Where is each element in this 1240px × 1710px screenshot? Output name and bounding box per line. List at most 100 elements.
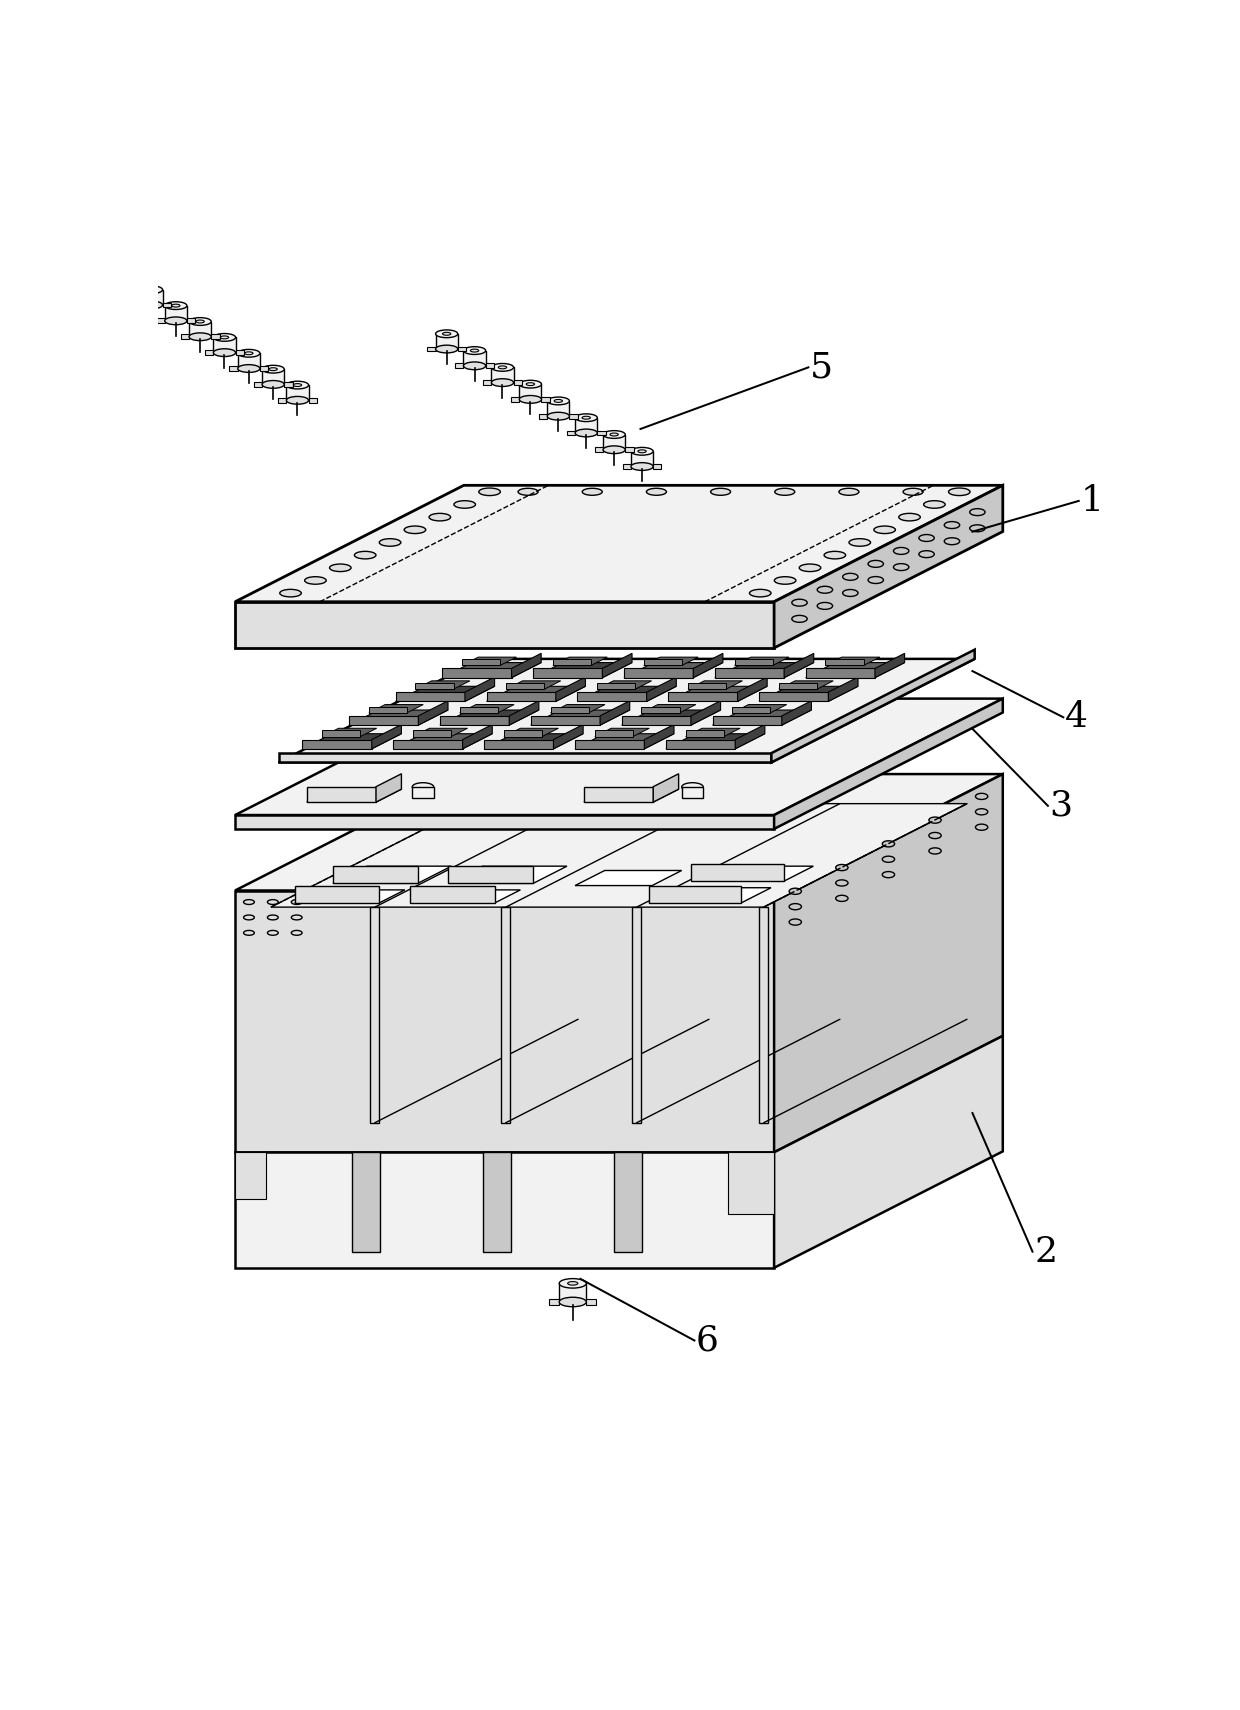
Polygon shape: [162, 303, 171, 308]
Polygon shape: [484, 1153, 511, 1252]
Ellipse shape: [949, 487, 970, 496]
Ellipse shape: [244, 352, 253, 354]
Polygon shape: [649, 887, 771, 903]
Polygon shape: [520, 385, 542, 400]
Ellipse shape: [238, 349, 260, 357]
Ellipse shape: [188, 318, 211, 325]
Polygon shape: [449, 867, 533, 884]
Ellipse shape: [945, 522, 960, 528]
Polygon shape: [692, 864, 784, 881]
Ellipse shape: [188, 333, 211, 340]
Ellipse shape: [547, 412, 569, 421]
Polygon shape: [510, 701, 539, 725]
Ellipse shape: [238, 364, 260, 373]
Ellipse shape: [883, 857, 894, 862]
Polygon shape: [653, 463, 661, 469]
Polygon shape: [603, 434, 625, 450]
Polygon shape: [728, 1153, 774, 1214]
Polygon shape: [413, 728, 467, 737]
Polygon shape: [213, 337, 236, 352]
Ellipse shape: [547, 397, 569, 405]
Polygon shape: [236, 351, 244, 356]
Polygon shape: [556, 677, 585, 701]
Polygon shape: [156, 318, 165, 323]
Ellipse shape: [148, 289, 156, 291]
Polygon shape: [181, 335, 188, 339]
Polygon shape: [236, 699, 1003, 816]
Polygon shape: [332, 867, 451, 884]
Polygon shape: [491, 368, 513, 383]
Ellipse shape: [919, 551, 934, 557]
Polygon shape: [632, 906, 641, 1123]
Polygon shape: [624, 669, 693, 677]
Polygon shape: [503, 730, 542, 737]
Polygon shape: [236, 486, 1003, 602]
Ellipse shape: [583, 489, 603, 496]
Polygon shape: [549, 1300, 559, 1305]
Polygon shape: [371, 906, 379, 1123]
Ellipse shape: [868, 576, 883, 583]
Polygon shape: [734, 660, 773, 665]
Polygon shape: [236, 775, 1003, 891]
Polygon shape: [528, 696, 554, 725]
Polygon shape: [553, 660, 591, 665]
Ellipse shape: [800, 564, 821, 571]
Polygon shape: [598, 682, 635, 689]
Polygon shape: [828, 677, 858, 701]
Polygon shape: [322, 728, 377, 737]
Ellipse shape: [268, 930, 278, 935]
Polygon shape: [284, 381, 293, 386]
Polygon shape: [559, 1282, 587, 1301]
Polygon shape: [352, 1153, 379, 1252]
Polygon shape: [513, 380, 522, 385]
Polygon shape: [774, 486, 1003, 648]
Ellipse shape: [843, 590, 858, 597]
Polygon shape: [295, 889, 405, 903]
Ellipse shape: [262, 366, 284, 373]
Polygon shape: [547, 400, 569, 416]
Polygon shape: [734, 657, 789, 665]
Polygon shape: [595, 730, 632, 737]
Ellipse shape: [711, 489, 730, 496]
Polygon shape: [460, 705, 515, 713]
Ellipse shape: [280, 590, 301, 597]
Polygon shape: [713, 710, 811, 725]
Polygon shape: [463, 725, 492, 749]
Ellipse shape: [291, 915, 303, 920]
Ellipse shape: [924, 501, 945, 508]
Ellipse shape: [520, 395, 542, 404]
Polygon shape: [781, 701, 811, 725]
Ellipse shape: [412, 783, 434, 792]
Ellipse shape: [268, 899, 278, 905]
Polygon shape: [463, 660, 500, 665]
Ellipse shape: [243, 915, 254, 920]
Ellipse shape: [899, 513, 920, 522]
Ellipse shape: [479, 487, 501, 496]
Ellipse shape: [379, 539, 401, 545]
Ellipse shape: [520, 380, 542, 388]
Ellipse shape: [970, 508, 985, 516]
Ellipse shape: [883, 872, 894, 877]
Text: 3: 3: [1049, 788, 1073, 823]
Polygon shape: [714, 669, 784, 677]
Polygon shape: [733, 706, 770, 713]
Ellipse shape: [919, 535, 934, 542]
Ellipse shape: [789, 918, 801, 925]
Ellipse shape: [165, 316, 187, 325]
Polygon shape: [567, 431, 575, 436]
Polygon shape: [140, 289, 162, 304]
Polygon shape: [393, 740, 463, 749]
Ellipse shape: [123, 272, 131, 275]
Polygon shape: [653, 773, 678, 802]
Polygon shape: [774, 699, 1003, 829]
Ellipse shape: [554, 400, 563, 402]
Polygon shape: [415, 681, 470, 689]
Ellipse shape: [213, 333, 236, 342]
Polygon shape: [486, 364, 494, 368]
Polygon shape: [117, 274, 138, 289]
Polygon shape: [759, 693, 828, 701]
Polygon shape: [165, 306, 187, 321]
Polygon shape: [826, 713, 847, 725]
Polygon shape: [578, 693, 647, 701]
Ellipse shape: [526, 383, 534, 385]
